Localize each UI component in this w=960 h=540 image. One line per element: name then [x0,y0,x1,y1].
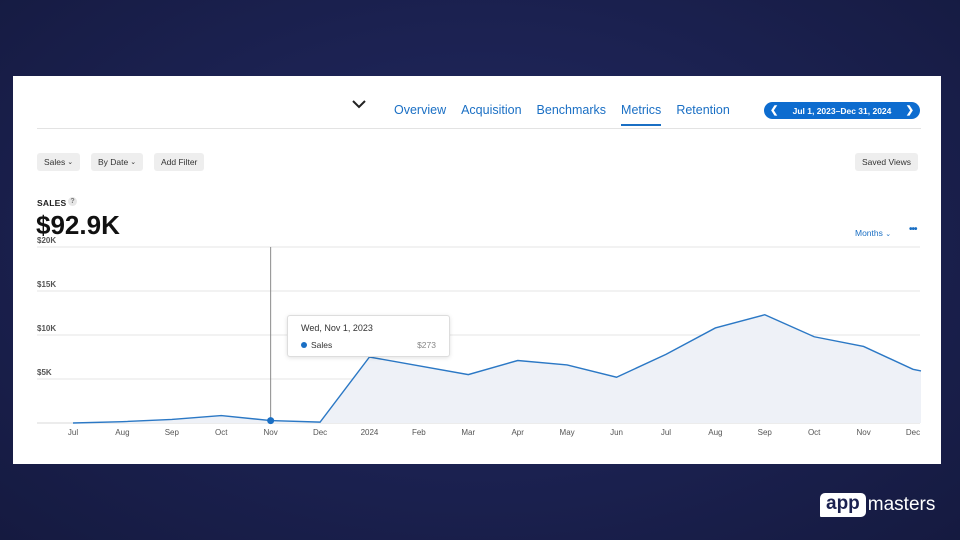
metric-dropdown[interactable]: Sales ⌄ [37,153,81,171]
logo-box: app [820,493,866,517]
x-tick-label: Aug [115,428,129,437]
add-filter-button[interactable]: Add Filter [154,153,205,171]
next-arrow-icon[interactable]: ❯ [905,105,914,116]
series-dot-icon [301,342,307,348]
prev-arrow-icon[interactable]: ❮ [770,105,779,116]
metric-title: SALES [37,198,67,208]
tooltip-series: Sales [311,340,333,350]
tooltip-date: Wed, Nov 1, 2023 [301,323,373,333]
series-line-sales [72,314,922,424]
tab-overview[interactable]: Overview [394,103,447,117]
x-tick-label: May [560,428,575,437]
chevron-down-icon: ⌄ [67,159,74,166]
date-range-picker[interactable]: ❮ Jul 1, 2023–Dec 31, 2024 ❯ [764,102,920,119]
tab-benchmarks[interactable]: Benchmarks [536,103,607,117]
period-dropdown-label: Months [855,228,883,238]
tab-retention[interactable]: Retention [676,103,730,117]
x-tick-label: Mar [461,428,475,437]
x-tick-label: Aug [708,428,722,437]
series-area [73,314,921,423]
x-tick-label: Dec [906,428,920,437]
x-tick-label: Dec [313,428,327,437]
y-tick-label: $15K [37,280,56,289]
x-tick-label: Sep [758,428,773,437]
saved-views-button[interactable]: Saved Views [855,153,918,171]
header-divider [37,128,921,129]
logo-text: masters [867,494,936,515]
x-tick-label: Feb [412,428,426,437]
grouping-dropdown[interactable]: By Date ⌄ [91,153,144,171]
chevron-down-icon: ⌄ [130,159,137,166]
x-tick-label: Jul [68,428,78,437]
metric-total: $92.9K [36,210,120,240]
chevron-down-icon[interactable] [351,98,367,110]
tab-acquisition[interactable]: Acquisition [461,103,522,117]
help-icon[interactable]: ? [68,197,77,206]
x-tick-label: Oct [215,428,228,437]
metric-dropdown-label: Sales [44,157,66,167]
y-tick-label: $10K [37,324,56,333]
y-tick-label: $5K [37,368,52,377]
date-range-label: Jul 1, 2023–Dec 31, 2024 [792,105,892,116]
x-tick-label: Oct [808,428,821,437]
grouping-dropdown-label: By Date [98,157,129,167]
x-tick-label: Sep [165,428,180,437]
analytics-panel: Overview Acquisition Benchmarks Metrics … [13,76,941,464]
more-options-icon[interactable]: ••• [909,224,917,235]
tooltip-value: $273 [417,340,436,350]
x-tick-label: Jul [661,428,671,437]
tab-metrics[interactable]: Metrics [621,103,662,126]
highlight-point [267,417,275,425]
x-tick-label: Jun [610,428,623,437]
x-tick-label: Nov [264,428,278,437]
nav-tabs: Overview Acquisition Benchmarks Metrics … [394,103,745,126]
period-dropdown[interactable]: Months ⌄ [855,228,891,238]
x-tick-label: Nov [856,428,870,437]
x-tick-label: 2024 [361,428,379,437]
x-tick-label: Apr [511,428,524,437]
sales-chart: $5K $10K $15K $20K Jul Aug Sep Oct Nov Dec 2024 Feb… [37,236,922,437]
y-tick-label: $20K [37,236,56,245]
chart-tooltip: Wed, Nov 1, 2023 Sales $273 [287,315,450,357]
brand-logo: app masters [820,493,935,517]
chevron-down-icon: ⌄ [885,231,892,238]
